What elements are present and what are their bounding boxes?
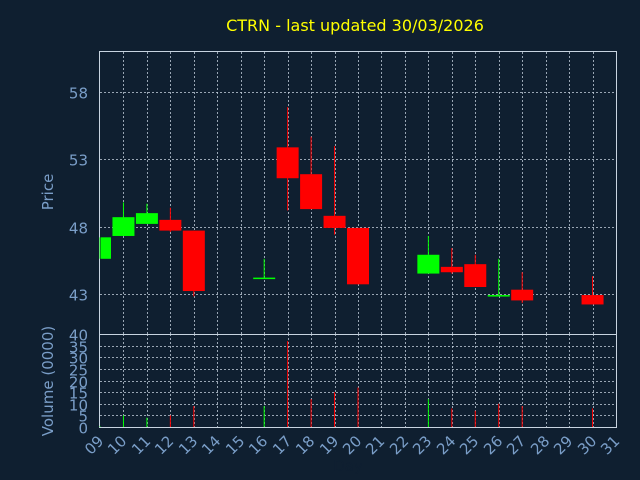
chart-title: CTRN - last updated 30/03/2026 (226, 16, 484, 35)
x-axis-label: Day (333, 457, 363, 475)
volume-y-tick-label: 30 (69, 350, 88, 368)
x-tick-label: 10 (104, 432, 130, 458)
volume-bars (99, 340, 594, 427)
candle (182, 230, 205, 297)
candle (276, 107, 299, 211)
price-y-tick-label: 43 (69, 287, 88, 305)
candle-body (487, 295, 510, 297)
candle-body (347, 227, 369, 285)
candle (417, 235, 440, 274)
candle-body (253, 277, 276, 280)
candle (99, 237, 111, 259)
x-tick-label: 29 (550, 432, 576, 458)
volume-y-tick-label: 20 (69, 374, 88, 392)
candle (347, 227, 369, 285)
candle-body (323, 215, 346, 228)
candlesticks (99, 107, 604, 305)
candle (511, 272, 534, 304)
x-tick-label: 21 (362, 432, 388, 458)
candle-body (276, 147, 299, 179)
volume-axis-label: Volume (0000) (39, 326, 57, 436)
candle-body (417, 254, 440, 274)
volume-y-tick-label: 35 (69, 339, 88, 357)
price-y-tick-label: 58 (69, 85, 88, 103)
x-tick-label: 18 (292, 432, 318, 458)
candle (159, 207, 182, 232)
volume-y-tick-label: 15 (69, 385, 88, 403)
candle-body (511, 289, 534, 301)
candle (300, 136, 323, 210)
price-axis-label: Price (39, 174, 57, 211)
price-y-ticks: 40 43 48 53 58 (69, 85, 88, 345)
x-tick-label: 23 (409, 432, 435, 458)
candle-body (440, 266, 463, 273)
candle (487, 258, 510, 297)
x-tick-label: 25 (456, 432, 482, 458)
candle-body (101, 237, 111, 259)
volume-y-tick-label: 25 (69, 362, 88, 380)
price-y-tick-label: 53 (69, 152, 88, 170)
volume-y-tick-label: 0 (78, 420, 88, 438)
volume-y-tick-label: 5 (78, 408, 88, 426)
x-tick-label: 31 (597, 432, 623, 458)
candle-body (300, 174, 323, 210)
candle (464, 254, 487, 287)
candle (253, 258, 276, 280)
x-tick-label: 27 (503, 432, 529, 458)
price-y-tick-label: 40 (69, 327, 88, 345)
volume-y-tick-label: 10 (69, 397, 88, 415)
x-axis-ticks: 0910111213141516171819202122232425262728… (81, 432, 623, 458)
x-tick-label: 16 (245, 432, 271, 458)
candle-body (159, 219, 182, 231)
candle-body (135, 213, 158, 224)
candle-body (112, 217, 135, 236)
x-tick-label: 12 (151, 432, 177, 458)
candle (112, 202, 135, 236)
candle-body (182, 230, 205, 292)
x-tick-label: 14 (198, 432, 224, 458)
candle (135, 203, 158, 224)
candle-body (464, 264, 487, 287)
candle (323, 146, 346, 235)
candle (581, 276, 604, 305)
price-y-tick-label: 48 (69, 220, 88, 238)
candle-body (581, 295, 604, 305)
candle (440, 248, 463, 274)
